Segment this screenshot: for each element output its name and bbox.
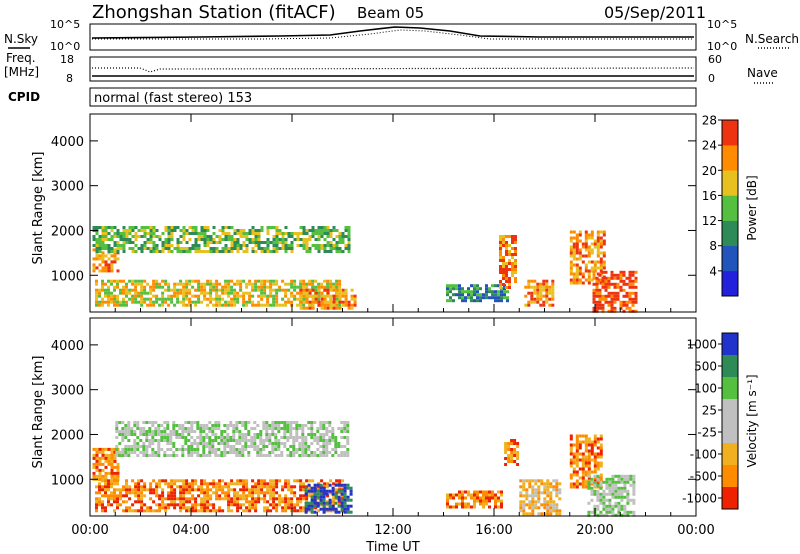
noise-strip: N.Sky 10^5 10^0 N.Search 10^5 10^0	[4, 18, 799, 53]
power-colorbar-seg-6	[722, 120, 738, 146]
velocity-patch-4	[446, 490, 503, 509]
velocity-ytick-label-0: 1000	[51, 473, 84, 488]
nsearch-label: N.Search	[745, 32, 799, 46]
power-cbtick-label-3: 16	[702, 189, 717, 203]
velocity-ytick-label-3: 4000	[51, 339, 84, 354]
velocity-cbtick-label-1: 500	[694, 360, 717, 374]
power-colorbar-frame	[721, 119, 739, 297]
nave-tick-top: 60	[708, 53, 722, 66]
nsky-trace	[91, 26, 694, 39]
power-colorbar-seg-2	[722, 220, 738, 247]
date-label: 05/Sep/2011	[604, 3, 706, 22]
freq-label-2: [MHz]	[4, 65, 39, 79]
power-patch-5	[499, 235, 517, 289]
velocity-cbtick-label-4: -25	[697, 426, 717, 440]
cpid-label: CPID	[8, 90, 40, 104]
velocity-patch-7	[569, 434, 603, 489]
power-ytick-label-3: 4000	[51, 135, 84, 150]
velocity-xtick-label-6: 00:00	[677, 523, 714, 538]
nave-label: Nave	[747, 66, 778, 80]
power-ytick-label-2: 3000	[51, 180, 84, 195]
velocity-patch-2	[95, 479, 345, 513]
velocity-cbtick-label-0: 1000	[686, 338, 717, 352]
velocity-colorbar-label: Velocity [m s⁻¹]	[745, 374, 759, 467]
power-cbtick-label-4: 20	[702, 164, 717, 178]
velocity-patch-1	[115, 421, 350, 457]
freq-strip: Freq. [MHz] 18 8 Nave 60 0	[4, 51, 778, 85]
nsky-tick-top: 10^5	[50, 18, 80, 31]
power-colorbar: 4 8 12 16 20 24 28 Power [dB]	[702, 114, 759, 297]
velocity-panel: 1000 2000 3000 4000 00:00 04:00 08:00 12:00 16:0…	[31, 317, 759, 554]
nsearch-tick-top: 10^5	[707, 18, 737, 31]
velocity-colorbar-seg-7	[722, 487, 738, 510]
power-colorbar-seg-4	[722, 170, 738, 196]
power-patch-3	[299, 288, 357, 310]
power-cbtick-label-5: 24	[702, 139, 717, 153]
velocity-cbtick-label-2: 100	[694, 382, 717, 396]
power-colorbar-seg-1	[722, 245, 738, 272]
power-cbtick-label-2: 12	[702, 214, 717, 228]
velocity-xlabel: Time UT	[365, 540, 419, 554]
velocity-xtick-label-1: 04:00	[172, 523, 209, 538]
velocity-colorbar-seg-4	[722, 421, 738, 444]
nsearch-tick-bottom: 10^0	[707, 40, 737, 53]
freq-label-1: Freq.	[6, 51, 36, 65]
velocity-colorbar-seg-1	[722, 355, 738, 378]
velocity-cbtick-label-6: -500	[690, 470, 717, 484]
velocity-cbtick-label-5: -100	[690, 448, 717, 462]
velocity-xtick-label-3: 12:00	[374, 523, 411, 538]
velocity-xtick-label-2: 08:00	[273, 523, 310, 538]
nsky-label: N.Sky	[4, 32, 38, 46]
power-ytick-label-0: 1000	[51, 269, 84, 284]
velocity-xtick-label-4: 16:00	[475, 523, 512, 538]
velocity-colorbar-seg-0	[722, 333, 738, 356]
nsky-tick-bottom: 10^0	[50, 40, 80, 53]
power-patch-7	[569, 230, 606, 285]
freq-tick-top: 18	[60, 53, 74, 66]
nave-trace	[92, 67, 695, 73]
freq-tick-bottom: 8	[66, 72, 73, 85]
velocity-cbtick-label-3: 25	[702, 404, 717, 418]
velocity-colorbar-seg-3	[722, 399, 738, 422]
power-ylabel: Slant Range [km]	[31, 152, 46, 265]
power-patch-4	[446, 284, 509, 303]
beam-label: Beam 05	[357, 4, 424, 22]
velocity-colorbar-frame	[721, 332, 739, 510]
power-cbtick-label-6: 28	[702, 114, 717, 128]
velocity-colorbar: 1000 500 100 25 -25 -100 -500 -1000 Velocity [m …	[682, 332, 759, 510]
velocity-patch-6	[519, 479, 562, 516]
power-colorbar-label: Power [dB]	[745, 175, 759, 240]
power-colorbar-seg-0	[722, 270, 738, 297]
nave-tick-bottom: 0	[708, 72, 715, 85]
velocity-colorbar-seg-6	[722, 465, 738, 488]
velocity-xtick-label-0: 00:00	[71, 523, 108, 538]
velocity-ylabel: Slant Range [km]	[31, 356, 46, 469]
velocity-ytick-label-2: 3000	[51, 384, 84, 399]
power-cbtick-label-1: 8	[709, 239, 717, 253]
velocity-colorbar-seg-5	[722, 443, 738, 466]
power-colorbar-seg-5	[722, 145, 738, 171]
power-patch-8	[592, 270, 638, 313]
station-title: Zhongshan Station (fitACF)	[92, 2, 336, 23]
power-patch-1	[92, 226, 351, 253]
velocity-patch-3	[304, 483, 353, 514]
velocity-patch-5	[504, 439, 520, 466]
power-panel: 1000 2000 3000 4000 Slant Range [km] 4 8 12 16 20…	[31, 113, 759, 313]
velocity-colorbar-seg-2	[722, 377, 738, 400]
power-patch-6	[524, 279, 555, 307]
velocity-cbtick-label-7: -1000	[682, 492, 717, 506]
power-colorbar-seg-3	[722, 195, 738, 221]
cpid-text: normal (fast stereo) 153	[94, 91, 252, 106]
velocity-ytick-label-1: 2000	[51, 428, 84, 443]
velocity-xtick-label-5: 20:00	[576, 523, 613, 538]
power-ytick-label-1: 2000	[51, 224, 84, 239]
power-cbtick-label-0: 4	[709, 264, 717, 278]
velocity-patch-0	[92, 447, 120, 481]
